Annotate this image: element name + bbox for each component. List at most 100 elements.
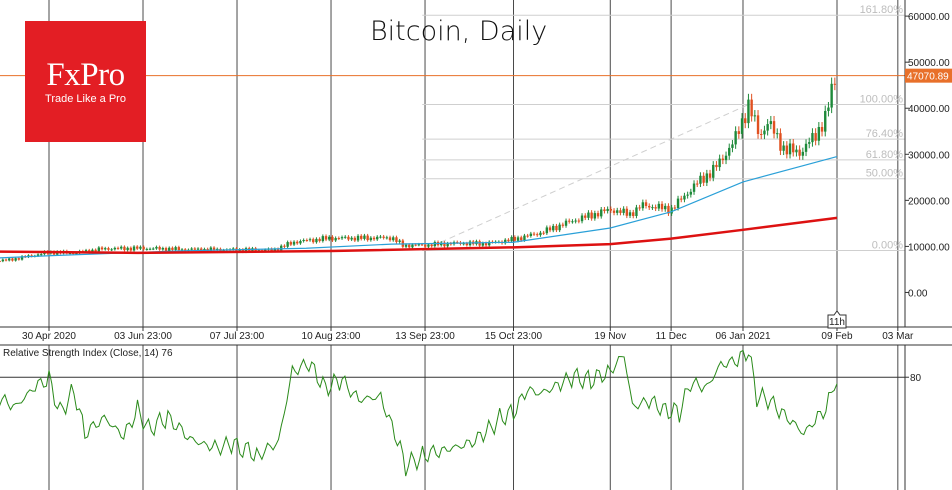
candle-down — [465, 243, 469, 246]
candle-up — [97, 247, 101, 252]
candle-down — [366, 235, 369, 241]
candle-up — [376, 236, 379, 240]
candle-down — [548, 227, 552, 231]
candle-down — [136, 246, 139, 249]
candle-up — [168, 247, 171, 252]
candle-down — [443, 242, 446, 247]
candle-down — [612, 210, 616, 213]
time-marker — [827, 310, 847, 329]
candle-down — [347, 236, 350, 240]
candle-up — [190, 248, 193, 250]
candle-down — [520, 237, 523, 241]
chart-title: Bitcoin, Daily — [370, 16, 548, 47]
candle-up — [334, 238, 337, 241]
candle-up — [712, 164, 715, 178]
candle-down — [484, 243, 488, 246]
candle-down — [696, 183, 699, 185]
candle-up — [120, 246, 123, 249]
candle-up — [830, 83, 833, 108]
candle-down — [702, 175, 705, 183]
candle-down — [171, 247, 174, 250]
candle-down — [408, 244, 411, 248]
candle-up — [580, 215, 584, 222]
logo-brand: FxPro — [46, 57, 125, 93]
rsi-line — [0, 349, 838, 477]
candle-up — [417, 244, 421, 246]
candle-up — [808, 142, 811, 144]
candle-down — [660, 203, 664, 210]
candle-down — [158, 246, 161, 250]
candle-down — [331, 236, 334, 241]
candle-up — [564, 220, 568, 226]
candle-down — [312, 239, 315, 243]
candle-up — [705, 173, 709, 183]
candle-up — [824, 111, 827, 132]
candle-up — [132, 246, 136, 251]
candle-down — [603, 209, 606, 212]
candle-up — [238, 249, 241, 252]
candle-up — [529, 233, 533, 237]
candle-up — [504, 239, 507, 244]
logo-tagline: Trade Like a Pro — [45, 93, 126, 105]
candle-up — [651, 207, 654, 209]
candle-up — [427, 244, 430, 247]
candle-down — [744, 118, 747, 124]
candle-up — [747, 99, 750, 124]
y-tick-label: 30000.00 — [908, 150, 950, 161]
candle-up — [350, 237, 353, 240]
rsi-level-label: 80 — [910, 373, 922, 384]
candle-up — [804, 143, 808, 152]
candle-down — [820, 126, 824, 132]
candle-down — [353, 237, 357, 241]
candle-down — [0, 261, 1, 263]
fib-level-label: 100.00% — [860, 94, 904, 106]
candle-down — [798, 149, 801, 156]
fib-level-label: 76.40% — [866, 128, 904, 140]
candle-down — [193, 248, 197, 250]
candle-down — [532, 233, 536, 235]
candle-down — [107, 248, 110, 250]
candle-up — [753, 115, 757, 117]
candle-up — [827, 107, 830, 112]
candle-up — [516, 237, 520, 241]
fib-level-label: 61.80% — [866, 149, 904, 161]
candle-down — [212, 247, 216, 251]
candle-down — [772, 121, 776, 134]
candle-up — [574, 220, 577, 222]
candle-down — [536, 234, 539, 236]
candle-up — [616, 210, 619, 213]
candle-up — [699, 175, 702, 184]
candle-up — [811, 133, 814, 143]
candle-down — [555, 225, 558, 231]
candle-up — [155, 246, 158, 249]
candle-up — [264, 249, 267, 251]
fxpro-logo: FxPro Trade Like a Pro — [25, 21, 146, 142]
candle-up — [273, 248, 277, 251]
candle-up — [369, 237, 373, 241]
candle-up — [286, 242, 289, 247]
x-tick-label: 09 Feb — [821, 331, 853, 342]
candle-down — [142, 246, 145, 250]
candle-up — [523, 235, 526, 241]
candle-down — [430, 244, 433, 247]
candle-down — [184, 249, 187, 251]
candle-down — [129, 247, 133, 251]
candle-up — [148, 248, 152, 250]
candle-up — [587, 212, 590, 218]
candle-up — [209, 247, 213, 252]
candle-up — [302, 240, 305, 242]
candle-up — [488, 241, 491, 246]
candle-up — [280, 245, 283, 251]
candle-down — [667, 205, 670, 214]
candle-up — [776, 133, 779, 135]
x-tick-label: 07 Jul 23:00 — [210, 331, 265, 342]
candle-up — [766, 124, 769, 131]
candle-down — [756, 115, 760, 134]
x-tick-label: 15 Oct 23:00 — [485, 331, 543, 342]
candle-up — [692, 183, 696, 192]
candle-down — [833, 83, 837, 85]
candle-down — [289, 242, 293, 245]
candle-down — [561, 224, 565, 226]
candle-up — [724, 155, 728, 161]
y-tick-label: 60000.00 — [908, 12, 950, 23]
